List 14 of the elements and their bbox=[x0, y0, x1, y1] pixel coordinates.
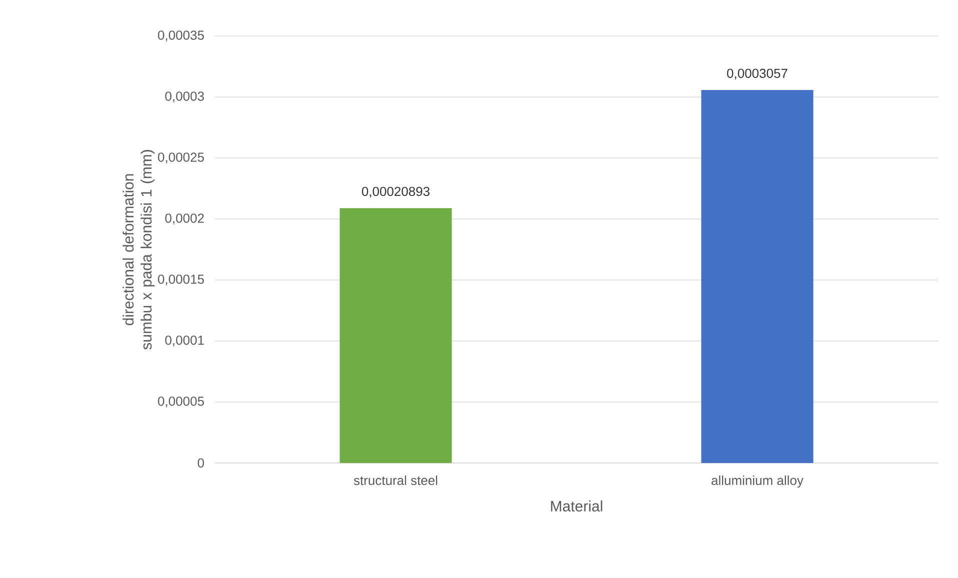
y-tick-label: 0 bbox=[198, 458, 204, 468]
y-axis-title: directional deformation sumbu x pada kondisi 1 (mm) bbox=[122, 150, 155, 350]
y-tick-label: 0,0003 bbox=[165, 92, 204, 102]
y-tick-label: 0,00035 bbox=[158, 30, 204, 42]
data-label: 0,0003057 bbox=[727, 68, 788, 80]
y-tick-label: 0,00005 bbox=[158, 396, 204, 408]
y-tick-label: 0,0002 bbox=[165, 214, 204, 224]
x-tick-label: structural steel bbox=[354, 476, 438, 486]
x-axis-title: Material bbox=[551, 500, 602, 512]
x-tick-label: alluminium alloy bbox=[712, 476, 804, 488]
y-tick-label: 0,00025 bbox=[158, 152, 204, 164]
data-label: 0,00020893 bbox=[362, 186, 430, 198]
y-tick-label: 0,00015 bbox=[158, 274, 204, 286]
y-tick-label: 0,0001 bbox=[165, 336, 204, 346]
